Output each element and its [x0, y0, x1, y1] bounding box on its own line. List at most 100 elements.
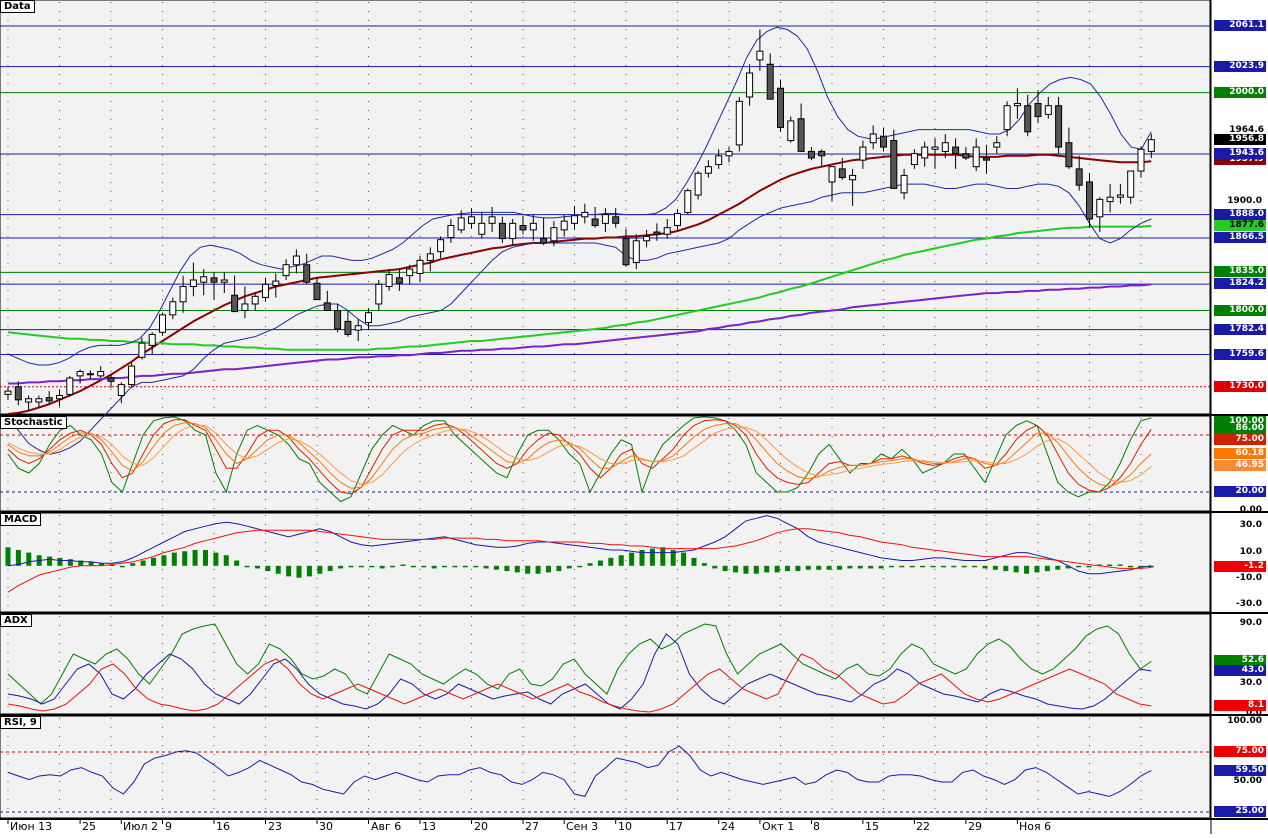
macd-histogram-bar	[1024, 565, 1030, 574]
price-panel-title: Data	[0, 0, 35, 13]
macd-histogram-bar	[972, 565, 978, 568]
candle-body	[45, 397, 53, 402]
macd-histogram-bar	[296, 565, 302, 578]
candle-body	[35, 398, 43, 403]
candle-body	[107, 377, 115, 382]
candle-body	[282, 264, 290, 277]
axis-tick-label: 50.00	[1233, 776, 1262, 786]
candle-body	[262, 283, 269, 298]
macd-histogram-bar	[275, 565, 281, 574]
candle-body	[859, 146, 867, 161]
candle-body	[931, 146, 939, 150]
candle-body	[1147, 139, 1155, 152]
candle-body	[179, 286, 187, 303]
overlay-ma-purple	[8, 283, 1152, 385]
macd-histogram-bar	[442, 565, 448, 568]
macd-histogram-bar	[764, 565, 770, 573]
macd-histogram-bar	[888, 565, 894, 568]
rsi-line-0	[7, 745, 1152, 797]
macd-histogram-bar	[618, 555, 624, 566]
adx-panel-title: ADX	[0, 614, 32, 627]
value-tag: 1937.9	[1214, 154, 1266, 165]
overlay-bb-upper	[7, 26, 1152, 366]
macd-histogram-bar	[1076, 565, 1082, 568]
candle-body	[1044, 105, 1052, 115]
candle-body	[375, 283, 383, 305]
macd-histogram-bar	[1086, 565, 1092, 568]
candle-body	[962, 153, 970, 159]
candle-body	[344, 320, 352, 335]
date-axis-label: 8	[813, 820, 820, 833]
candle-body	[210, 277, 218, 283]
date-axis-label: 10	[618, 820, 632, 833]
macd-histogram-bar	[847, 565, 853, 569]
macd-histogram-bar	[504, 565, 510, 572]
macd-histogram-bar	[826, 565, 832, 570]
axis-tick-label: 100.00	[1227, 716, 1262, 726]
candle-body	[632, 240, 640, 264]
candle-body	[560, 220, 568, 231]
candle-body	[509, 222, 517, 240]
date-axis-label: 20	[474, 820, 488, 833]
date-axis-label: 29	[968, 820, 982, 833]
date-axis-label: Июн 13	[10, 820, 53, 833]
candle-body	[869, 133, 877, 144]
level-value-tag: 1730.0	[1214, 381, 1266, 392]
level-value-tag: 2061.1	[1214, 20, 1266, 31]
candle-body	[704, 166, 712, 174]
candle-body	[746, 72, 754, 98]
candle-body	[457, 217, 465, 231]
macd-histogram-bar	[161, 555, 167, 566]
macd-histogram-bar	[649, 548, 655, 566]
macd-histogram-bar	[202, 549, 208, 566]
macd-histogram-bar	[753, 565, 759, 574]
candle-body	[807, 150, 815, 159]
panel-background-1	[0, 415, 1211, 512]
adx-line-1	[7, 633, 1152, 710]
candle-body	[849, 174, 857, 181]
macd-histogram-bar	[1003, 565, 1009, 572]
candle-body	[550, 227, 558, 242]
date-axis-label: 13	[422, 820, 436, 833]
level-value-tag: 1800.0	[1214, 305, 1266, 316]
macd-histogram-bar	[1044, 565, 1050, 572]
macd-histogram-bar	[462, 565, 468, 568]
value-tag: -1.2	[1214, 561, 1266, 572]
candle-body	[159, 314, 166, 333]
macd-histogram-bar	[1034, 565, 1040, 573]
macd-histogram-bar	[483, 565, 489, 569]
stochastic-line-0	[7, 416, 1152, 503]
candle-body	[323, 302, 331, 312]
macd-histogram-bar	[1096, 564, 1102, 566]
macd-histogram-bar	[234, 560, 240, 566]
date-axis-label: Окт 1	[762, 820, 795, 833]
macd-panel-title: MACD	[0, 513, 42, 526]
overlay-ma-green	[7, 225, 1152, 351]
candle-body	[900, 174, 908, 194]
candle-body	[1137, 148, 1145, 172]
macd-histogram-bar	[151, 557, 157, 566]
macd-histogram-bar	[961, 565, 967, 568]
macd-histogram-bar	[712, 565, 718, 569]
macd-histogram-bar	[244, 565, 250, 568]
macd-histogram-bar	[670, 549, 676, 566]
macd-histogram-bar	[1055, 565, 1061, 570]
candle-body	[148, 333, 156, 346]
date-axis-label: Сен 3	[566, 820, 599, 833]
value-tag: 8.1	[1214, 700, 1266, 711]
macd-histogram-bar	[899, 565, 905, 568]
candle-body	[777, 87, 784, 128]
macd-histogram-bar	[213, 552, 219, 566]
candle-body	[220, 279, 228, 283]
macd-histogram-bar	[26, 552, 32, 566]
candle-body	[1127, 170, 1135, 198]
candle-body	[365, 312, 372, 323]
candle-body	[354, 325, 362, 331]
candle-body	[334, 310, 342, 330]
macd-histogram-bar	[306, 565, 312, 577]
rsi-panel-title: RSI, 9	[0, 716, 41, 729]
macd-histogram-bar	[525, 565, 531, 574]
macd-histogram-bar	[410, 565, 416, 568]
